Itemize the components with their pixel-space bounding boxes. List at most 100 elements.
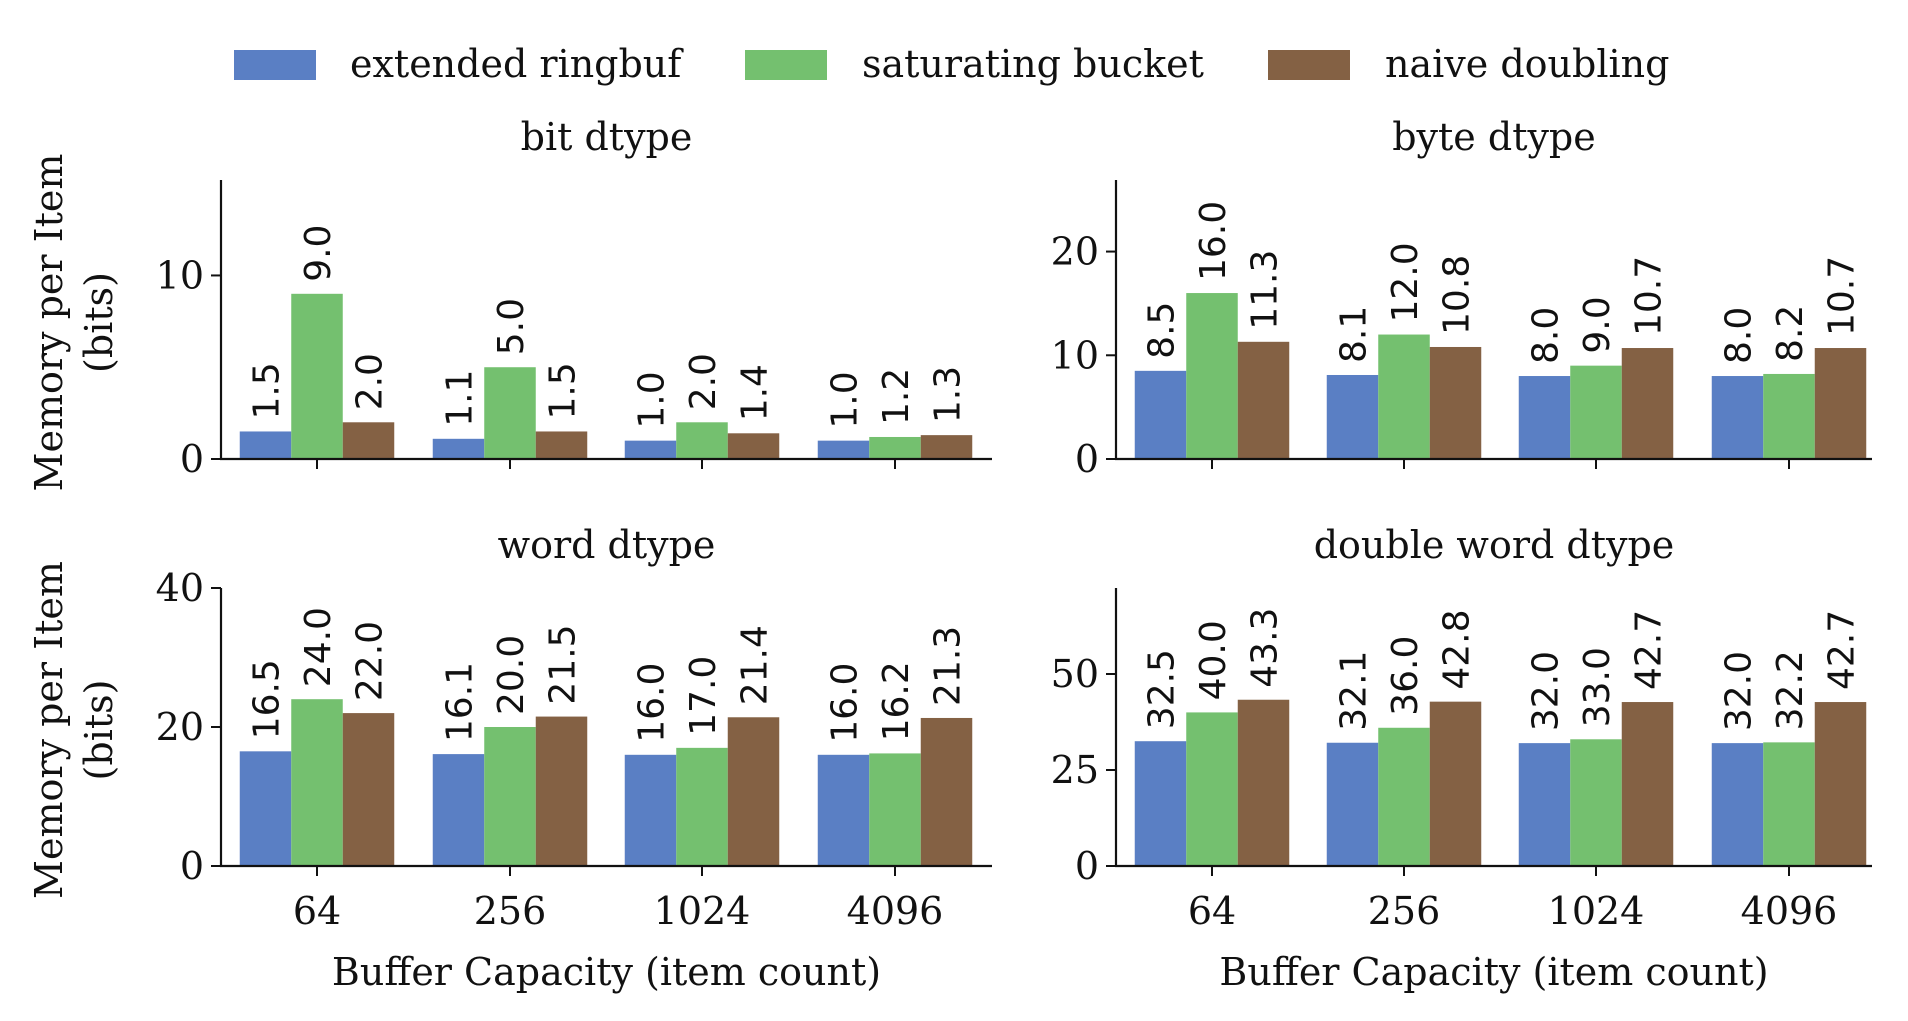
bar-value-label: 11.3: [1245, 250, 1286, 330]
bar-value-label: 1.0: [632, 371, 673, 428]
bar-value-label: 9.0: [298, 225, 339, 282]
legend-swatch-2: [745, 50, 827, 80]
bar-value-label: 24.0: [298, 607, 339, 687]
legend-label-1: extended ringbuf: [350, 42, 684, 86]
y-axis-label-line-1: Memory per Item: [27, 154, 71, 492]
bar-value-label: 36.0: [1385, 636, 1426, 716]
bar-value-label: 32.2: [1770, 650, 1811, 730]
bar-value-label: 42.7: [1629, 610, 1670, 690]
bar-naive-doubling-64: [1237, 699, 1290, 866]
bar-value-label: 2.0: [683, 353, 724, 410]
bar-saturating-bucket-64: [1186, 712, 1238, 866]
bar-saturating-bucket-1024: [676, 747, 728, 866]
y-tick-label: 0: [1075, 844, 1099, 888]
x-axis-label: Buffer Capacity (item count): [1219, 950, 1768, 994]
y-tick-label: 20: [1051, 230, 1099, 274]
bar-saturating-bucket-4096: [1763, 373, 1815, 459]
bar-value-label: 32.0: [1526, 651, 1567, 731]
bar-extended-ringbuf-64: [239, 431, 292, 459]
panel-4: double word dtype 32.5 32.1 32.0 32.0 40.0 36.…: [1051, 523, 1872, 994]
bar-value-label: 1.0: [825, 371, 866, 428]
bar-value-label: 16.0: [632, 663, 673, 743]
legend-label-2: saturating bucket: [862, 42, 1204, 86]
bar-saturating-bucket-1024: [676, 422, 728, 459]
bar-value-label: 5.0: [491, 298, 532, 355]
panel-title: double word dtype: [1314, 523, 1675, 567]
bar-value-label: 1.4: [735, 364, 776, 421]
bar-naive-doubling-256: [535, 716, 588, 866]
bar-naive-doubling-4096: [1814, 348, 1867, 459]
bar-saturating-bucket-64: [291, 699, 343, 866]
bar-saturating-bucket-1024: [1570, 365, 1622, 459]
y-axis-label-line-2: (bits): [77, 272, 121, 373]
bar-saturating-bucket-4096: [869, 753, 921, 866]
x-tick-label: 256: [474, 889, 547, 933]
bar-naive-doubling-4096: [920, 435, 973, 459]
bar-value-label: 1.5: [543, 362, 584, 419]
y-tick-label: 20: [156, 705, 204, 749]
x-tick-label: 1024: [1548, 889, 1645, 933]
bar-naive-doubling-64: [1237, 341, 1290, 459]
legend-swatch-3: [1268, 50, 1350, 80]
bar-extended-ringbuf-256: [432, 438, 485, 459]
bar-saturating-bucket-256: [1378, 334, 1430, 459]
bar-extended-ringbuf-1024: [624, 440, 677, 459]
bar-value-label: 8.0: [1526, 307, 1567, 364]
bar-value-label: 9.0: [1577, 296, 1618, 353]
legend-swatch-1: [234, 50, 316, 80]
x-tick-label: 4096: [1741, 889, 1838, 933]
y-tick-label: 10: [156, 253, 204, 297]
bar-naive-doubling-1024: [1621, 702, 1674, 866]
y-tick-label: 0: [180, 437, 204, 481]
x-tick-label: 64: [1188, 889, 1236, 933]
bar-naive-doubling-64: [342, 422, 395, 459]
bar-value-label: 10.8: [1437, 255, 1478, 335]
y-tick-label: 10: [1051, 333, 1099, 377]
bar-extended-ringbuf-1024: [624, 754, 677, 866]
bar-value-label: 10.7: [1822, 256, 1863, 336]
bar-extended-ringbuf-4096: [1711, 743, 1764, 866]
bar-naive-doubling-1024: [727, 433, 780, 459]
bar-value-label: 43.3: [1245, 608, 1286, 688]
y-tick-label: 40: [156, 566, 204, 610]
bar-extended-ringbuf-4096: [817, 754, 870, 866]
panel-title: byte dtype: [1392, 115, 1596, 159]
x-axis-label: Buffer Capacity (item count): [332, 950, 881, 994]
bar-extended-ringbuf-4096: [1711, 376, 1764, 459]
bar-value-label: 8.1: [1334, 306, 1375, 363]
bar-saturating-bucket-64: [291, 293, 343, 459]
bar-saturating-bucket-256: [484, 727, 536, 866]
bar-value-label: 21.3: [928, 626, 969, 706]
bar-value-label: 21.5: [543, 624, 584, 704]
bar-naive-doubling-1024: [727, 717, 780, 866]
x-tick-label: 1024: [654, 889, 751, 933]
bar-value-label: 10.7: [1629, 256, 1670, 336]
bar-extended-ringbuf-1024: [1518, 376, 1571, 459]
bar-extended-ringbuf-64: [239, 751, 292, 866]
bar-value-label: 8.0: [1719, 307, 1760, 364]
bar-value-label: 20.0: [491, 635, 532, 715]
y-tick-label: 0: [180, 844, 204, 888]
y-axis-label-line-1: Memory per Item: [27, 561, 71, 899]
bar-value-label: 12.0: [1385, 242, 1426, 322]
bar-extended-ringbuf-1024: [1518, 743, 1571, 866]
bar-saturating-bucket-256: [484, 367, 536, 459]
legend: extended ringbuf saturating bucket naive d…: [234, 42, 1669, 86]
bar-value-label: 42.7: [1822, 610, 1863, 690]
y-axis-label-line-2: (bits): [77, 680, 121, 781]
bar-value-label: 16.0: [825, 663, 866, 743]
bar-extended-ringbuf-256: [432, 754, 485, 866]
bar-value-label: 17.0: [683, 656, 724, 736]
bar-value-label: 8.2: [1770, 305, 1811, 362]
bar-extended-ringbuf-256: [1326, 374, 1379, 459]
bar-value-label: 32.0: [1719, 651, 1760, 731]
bar-value-label: 32.1: [1334, 651, 1375, 731]
bar-value-label: 1.2: [876, 368, 917, 425]
bar-extended-ringbuf-64: [1134, 741, 1187, 866]
bar-saturating-bucket-256: [1378, 727, 1430, 866]
bar-value-label: 16.1: [440, 662, 481, 742]
panel-2: byte dtype 8.5 8.1 8.0 8.0 16.0 12.0 9.0 8.2 11.3…: [1051, 115, 1872, 481]
bar-value-label: 16.2: [876, 661, 917, 741]
panel-1: bit dtype 1.5 1.1 1.0 1.0 9.0 5.0 2.0 1.2 2.0 1.5 1…: [27, 115, 992, 491]
